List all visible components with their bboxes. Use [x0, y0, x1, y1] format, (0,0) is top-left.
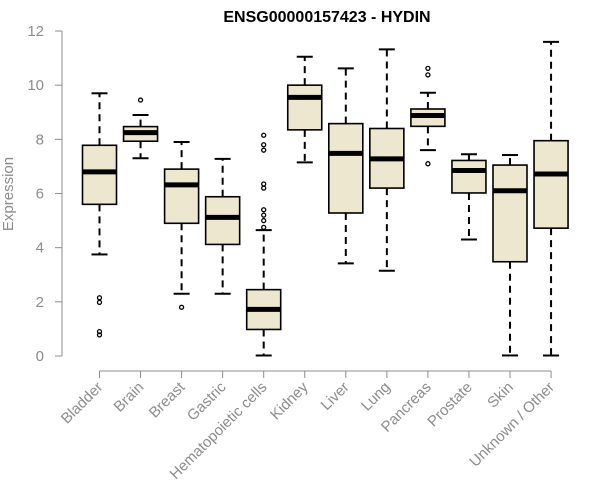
- x-tick-label: Liver: [318, 379, 353, 414]
- y-tick-label: 6: [36, 186, 44, 203]
- outlier-point: [137, 97, 144, 103]
- outlier-point: [96, 332, 103, 338]
- outlier-point: [261, 217, 267, 224]
- y-axis: 0 2 4 6 8 10 12: [27, 23, 63, 365]
- box-iqr: [451, 159, 487, 194]
- x-tick-label: Kidney: [267, 378, 312, 423]
- box-unknown-other: [533, 40, 569, 357]
- y-axis-label: Expression: [0, 157, 17, 231]
- outlier-point: [261, 181, 267, 187]
- y-tick-label: 0: [36, 348, 44, 365]
- x-tick-label: Breast: [146, 378, 189, 421]
- box-pancreas: [410, 65, 446, 167]
- box-iqr: [204, 195, 241, 246]
- outlier-point: [425, 72, 431, 78]
- x-tick-label: Prostate: [424, 379, 476, 431]
- box-iqr: [492, 164, 528, 263]
- box-kidney: [286, 55, 323, 164]
- y-tick-label: 10: [27, 77, 44, 94]
- x-tick-label: Skin: [484, 379, 517, 412]
- outlier-point: [261, 132, 267, 138]
- x-tick-label: Brain: [111, 379, 148, 416]
- outlier-point: [261, 185, 267, 191]
- box-iqr: [163, 168, 200, 225]
- box-hematopoietic-cells: [245, 132, 282, 357]
- outlier-point: [261, 207, 267, 213]
- chart-title: ENSG00000157423 - HYDIN: [223, 9, 430, 26]
- y-tick-label: 12: [27, 23, 44, 40]
- box-prostate: [451, 153, 487, 241]
- box-iqr: [286, 84, 323, 131]
- y-tick-label: 8: [36, 131, 44, 148]
- x-tick-label: Bladder: [58, 379, 107, 428]
- outlier-point: [261, 212, 267, 218]
- box-series: [81, 40, 569, 357]
- outlier-point: [425, 161, 431, 167]
- box-iqr: [81, 144, 118, 206]
- outlier-point: [96, 295, 103, 301]
- y-tick-label: 4: [36, 240, 44, 257]
- outlier-point: [425, 65, 431, 72]
- box-iqr: [327, 122, 364, 214]
- box-brain: [122, 97, 159, 160]
- outlier-point: [96, 299, 103, 306]
- outlier-point: [261, 142, 267, 148]
- box-lung: [369, 48, 405, 272]
- y-tick-label: 2: [36, 294, 44, 311]
- outlier-point: [261, 147, 267, 153]
- box-bladder: [81, 92, 118, 338]
- outlier-point: [261, 224, 267, 231]
- outlier-point: [178, 304, 185, 310]
- box-iqr: [533, 139, 569, 229]
- box-skin: [492, 154, 528, 357]
- box-gastric: [204, 157, 241, 295]
- outlier-point: [96, 328, 103, 335]
- box-liver: [327, 67, 364, 265]
- box-breast: [163, 141, 200, 310]
- x-tick-label: Lung: [358, 379, 394, 415]
